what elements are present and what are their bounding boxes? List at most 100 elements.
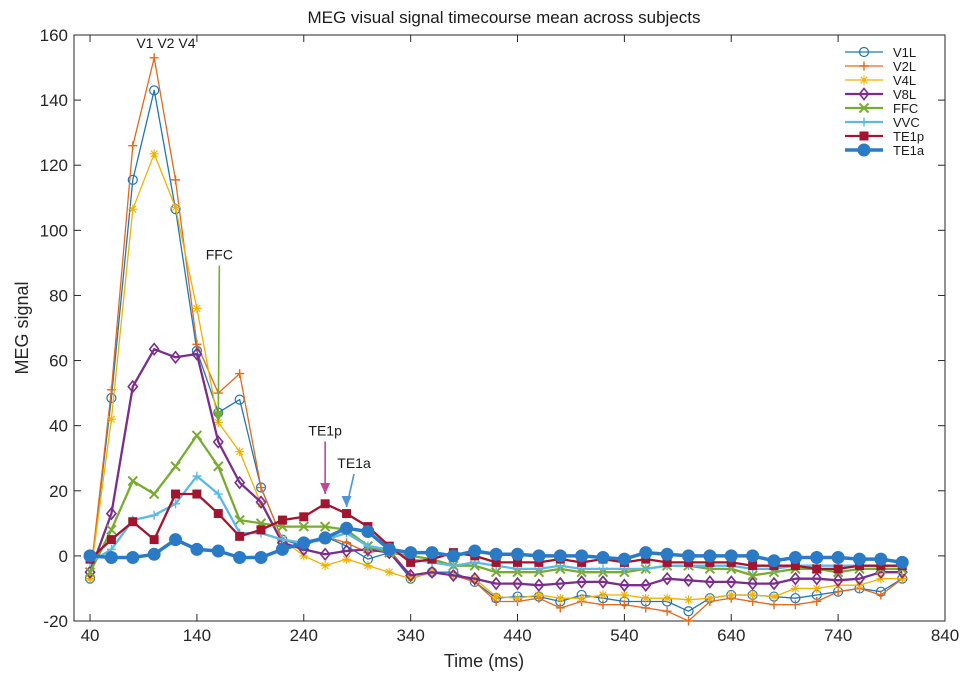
series-v1l (84, 85, 908, 617)
data-point-te1a (746, 549, 760, 563)
data-point-te1p (406, 557, 416, 567)
data-point-v2l (256, 483, 266, 493)
data-point-v8l (426, 565, 438, 579)
data-point-v2l (128, 141, 138, 151)
data-point-v4l (577, 593, 587, 603)
legend-marker-v1l (858, 46, 870, 58)
data-point-ffc (106, 524, 117, 536)
data-point-te1a (895, 555, 909, 569)
data-point-te1a (340, 521, 354, 535)
data-point-v2l (812, 596, 822, 606)
legend-marker-ffc (858, 102, 870, 114)
data-point-v8l (853, 571, 866, 586)
data-point-v8l (212, 435, 224, 449)
y-tick-label: 100 (40, 221, 68, 240)
data-point-te1p (748, 561, 758, 571)
data-point-te1a (874, 552, 888, 566)
data-point-v4l (491, 592, 501, 602)
data-series (83, 53, 909, 626)
data-point-vvc (192, 471, 202, 481)
data-point-v4l (149, 149, 159, 159)
data-point-v2l (790, 600, 800, 610)
data-point-te1p (833, 564, 843, 574)
data-point-vvc (448, 561, 458, 571)
data-point-v4l (192, 303, 202, 313)
data-point-v4l (534, 590, 544, 600)
data-point-te1a (446, 549, 460, 563)
data-point-te1a (382, 542, 396, 556)
data-point-v8l (704, 575, 716, 589)
data-point-v8l (340, 544, 353, 558)
data-point-te1a (810, 551, 824, 565)
data-point-v2l (598, 600, 608, 610)
data-point-te1a (190, 542, 204, 556)
data-point-te1a (275, 542, 289, 556)
data-point-te1p (320, 499, 330, 509)
data-point-v4l (320, 561, 330, 571)
legend-label-vvc: VVC (893, 115, 920, 130)
data-point-vvc (213, 489, 223, 499)
chart-title: MEG visual signal timecourse mean across… (307, 8, 700, 27)
data-point-te1a (703, 549, 717, 563)
legend-label-te1a: TE1a (893, 143, 925, 158)
data-point-v8l (169, 350, 182, 365)
data-point-v4l (769, 592, 779, 602)
data-point-te1a (831, 551, 845, 565)
legend-label-v2l: V2L (893, 59, 916, 74)
data-point-v2l (555, 603, 565, 613)
data-point-vvc (277, 535, 287, 545)
data-point-v4l (513, 593, 523, 603)
data-point-v1l (127, 174, 138, 185)
data-point-te1a (596, 551, 610, 565)
data-point-te1p (213, 509, 223, 519)
legend-marker-te1a (857, 143, 871, 157)
annotation-ffc-arrowhead (213, 411, 224, 423)
data-point-v8l (725, 575, 737, 589)
data-point-v8l (511, 576, 524, 591)
series-v4l (85, 149, 907, 605)
data-point-v4l (705, 593, 715, 603)
y-tick-label: 160 (40, 26, 68, 45)
data-point-v8l (832, 573, 844, 588)
data-point-v8l (682, 573, 695, 588)
data-point-v8l (789, 571, 801, 586)
data-point-ffc (490, 566, 502, 578)
data-point-v2l (641, 603, 651, 613)
data-point-v2l (149, 53, 159, 63)
data-point-v8l (576, 575, 588, 589)
data-point-te1a (126, 551, 140, 565)
data-point-v4l (384, 567, 394, 577)
data-point-v4l (790, 583, 800, 593)
x-tick-label: 840 (931, 626, 959, 645)
data-point-v2l (619, 600, 629, 610)
x-tick-label: 140 (183, 626, 211, 645)
data-point-v2l (769, 600, 779, 610)
data-point-v2l (684, 616, 694, 626)
data-point-v8l (661, 571, 673, 586)
data-point-v8l (875, 565, 887, 579)
data-point-v4l (128, 204, 138, 214)
y-tick-label: 40 (49, 417, 68, 436)
data-point-v4l (598, 590, 608, 600)
y-tick-label: 80 (49, 286, 68, 305)
data-point-v2l (235, 369, 245, 379)
data-point-te1a (211, 544, 225, 558)
data-point-v4l (171, 203, 181, 213)
legend-label-v8l: V8L (893, 87, 916, 102)
legend-marker-vvc (859, 117, 869, 127)
data-point-te1a (147, 547, 161, 561)
data-point-te1a (532, 549, 546, 563)
data-point-v4l (684, 595, 694, 605)
x-tick-label: 240 (290, 626, 318, 645)
legend-marker-v2l (859, 61, 869, 71)
x-tick-label: 640 (717, 626, 745, 645)
data-point-v8l (896, 565, 908, 579)
data-point-te1a (83, 549, 97, 563)
data-point-te1p (299, 512, 309, 522)
data-point-ffc (127, 475, 138, 487)
data-point-te1p (342, 509, 352, 519)
y-tick-label: -20 (43, 612, 68, 631)
x-tick-label: 440 (503, 626, 531, 645)
annotation-te1a: TE1a (337, 455, 371, 471)
